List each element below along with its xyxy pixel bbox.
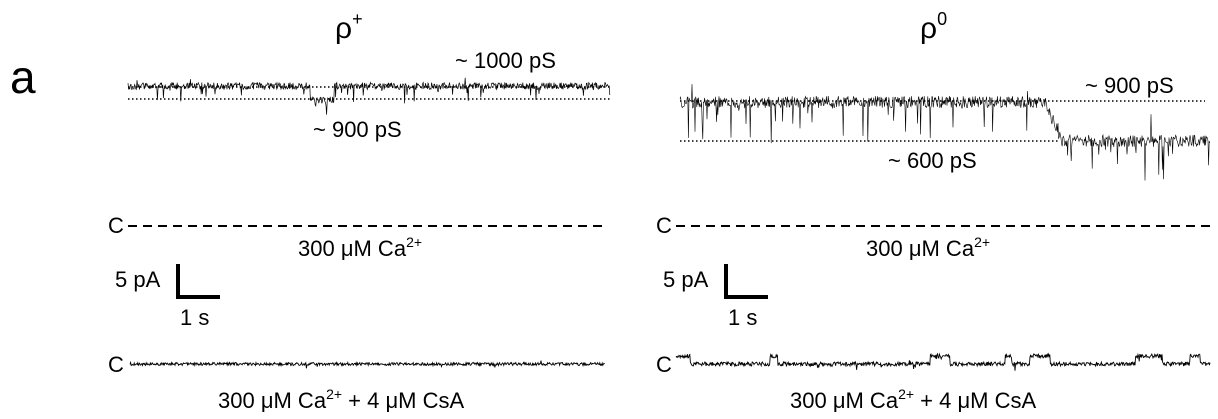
right-upper-conductance: ~ 900 pS <box>1085 73 1174 98</box>
left-lower-conductance: ~ 900 pS <box>313 117 402 142</box>
left-panel: ρ+ ~ 1000 pS ~ 900 pS C 300 μM Ca2+ 5 pA… <box>108 9 611 413</box>
right-scale-bar <box>724 264 768 299</box>
right-lower-conductance: ~ 600 pS <box>888 148 977 173</box>
current-trace-line <box>127 77 611 115</box>
left-condition-bottom: 300 μM Ca2+ + 4 μM CsA <box>218 386 464 413</box>
left-condition-top: 300 μM Ca2+ <box>298 234 422 261</box>
left-closed-label-bottom: C <box>108 352 124 377</box>
right-scale-current-label: 5 pA <box>663 267 709 292</box>
left-scale-time-label: 1 s <box>180 305 209 330</box>
current-trace-line <box>679 84 1211 181</box>
left-title: ρ+ <box>335 9 363 45</box>
right-csa-trace <box>675 352 1211 371</box>
current-trace-line <box>129 360 605 369</box>
current-trace-line <box>675 352 1211 371</box>
right-closed-label-bottom: C <box>656 352 672 377</box>
right-title: ρ0 <box>920 9 947 45</box>
panel-label: a <box>10 51 36 103</box>
left-scale-bar <box>176 264 220 299</box>
left-scale-current-label: 5 pA <box>115 267 161 292</box>
right-panel: ρ0 ~ 900 pS ~ 600 pS C 300 μM Ca2+ 5 pA … <box>656 9 1211 413</box>
left-csa-trace <box>129 360 605 369</box>
left-closed-label: C <box>108 213 124 238</box>
left-open-trace <box>127 77 611 115</box>
left-upper-conductance: ~ 1000 pS <box>455 48 556 73</box>
right-condition-top: 300 μM Ca2+ <box>866 234 990 261</box>
right-condition-bottom: 300 μM Ca2+ + 4 μM CsA <box>790 386 1036 413</box>
right-open-trace <box>679 84 1211 181</box>
right-closed-label: C <box>656 213 672 238</box>
right-scale-time-label: 1 s <box>728 305 757 330</box>
